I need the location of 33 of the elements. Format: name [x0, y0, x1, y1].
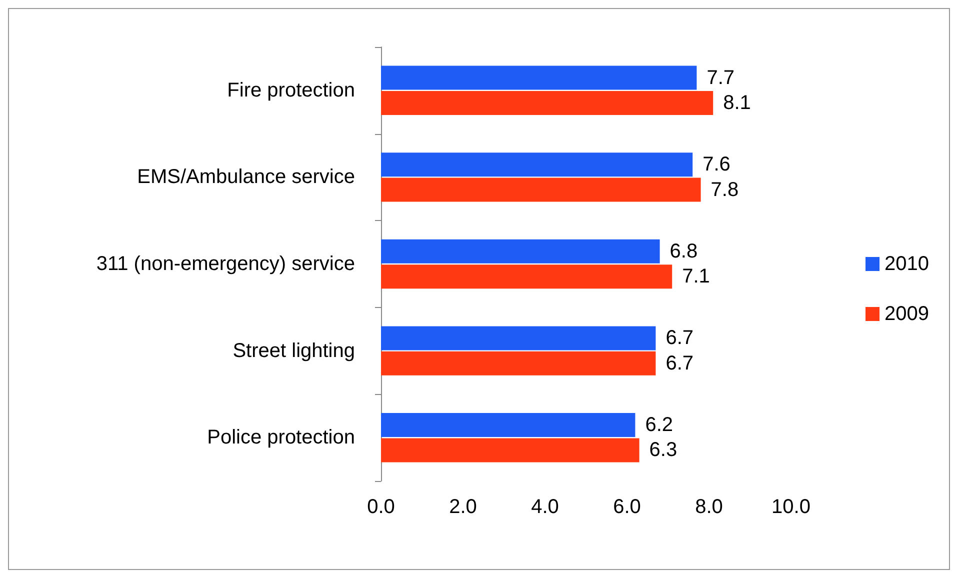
x-tick-label: 2.0: [449, 496, 477, 518]
bar: [381, 351, 656, 376]
y-tick-label: 311 (non-emergency) service: [96, 253, 355, 275]
data-label: 7.6: [702, 154, 730, 176]
data-label: 7.8: [710, 178, 739, 201]
legend-label: 2010: [884, 253, 930, 275]
data-label: 6.2: [645, 414, 674, 436]
data-label: 8.1: [723, 92, 751, 114]
data-label: 7.1: [682, 266, 710, 288]
bar: [381, 239, 660, 264]
data-label: 6.7: [666, 352, 694, 374]
bar: [381, 264, 672, 289]
x-tick-label: 0.0: [367, 496, 395, 518]
bar: [381, 178, 701, 202]
y-tick-label: Street lighting: [232, 340, 355, 362]
bar: [381, 413, 636, 437]
y-tick-label: EMS/Ambulance service: [137, 166, 355, 188]
x-tick-label: 8.0: [695, 496, 723, 518]
bar: [381, 91, 714, 115]
x-tick-label: 6.0: [613, 496, 641, 518]
bar: [381, 66, 697, 90]
y-tick-label: Fire protection: [227, 79, 355, 102]
data-label: 6.7: [666, 327, 694, 350]
x-tick-label: 10.0: [772, 496, 810, 518]
data-label: 7.7: [706, 66, 735, 89]
bar: [381, 152, 693, 177]
x-tick-label: 4.0: [531, 496, 559, 518]
y-tick-label: Police protection: [207, 426, 355, 449]
bar: [381, 326, 656, 350]
data-label: 6.8: [670, 240, 698, 262]
legend-label: 2009: [884, 303, 930, 325]
bar: [381, 438, 640, 462]
data-label: 6.3: [649, 439, 678, 462]
